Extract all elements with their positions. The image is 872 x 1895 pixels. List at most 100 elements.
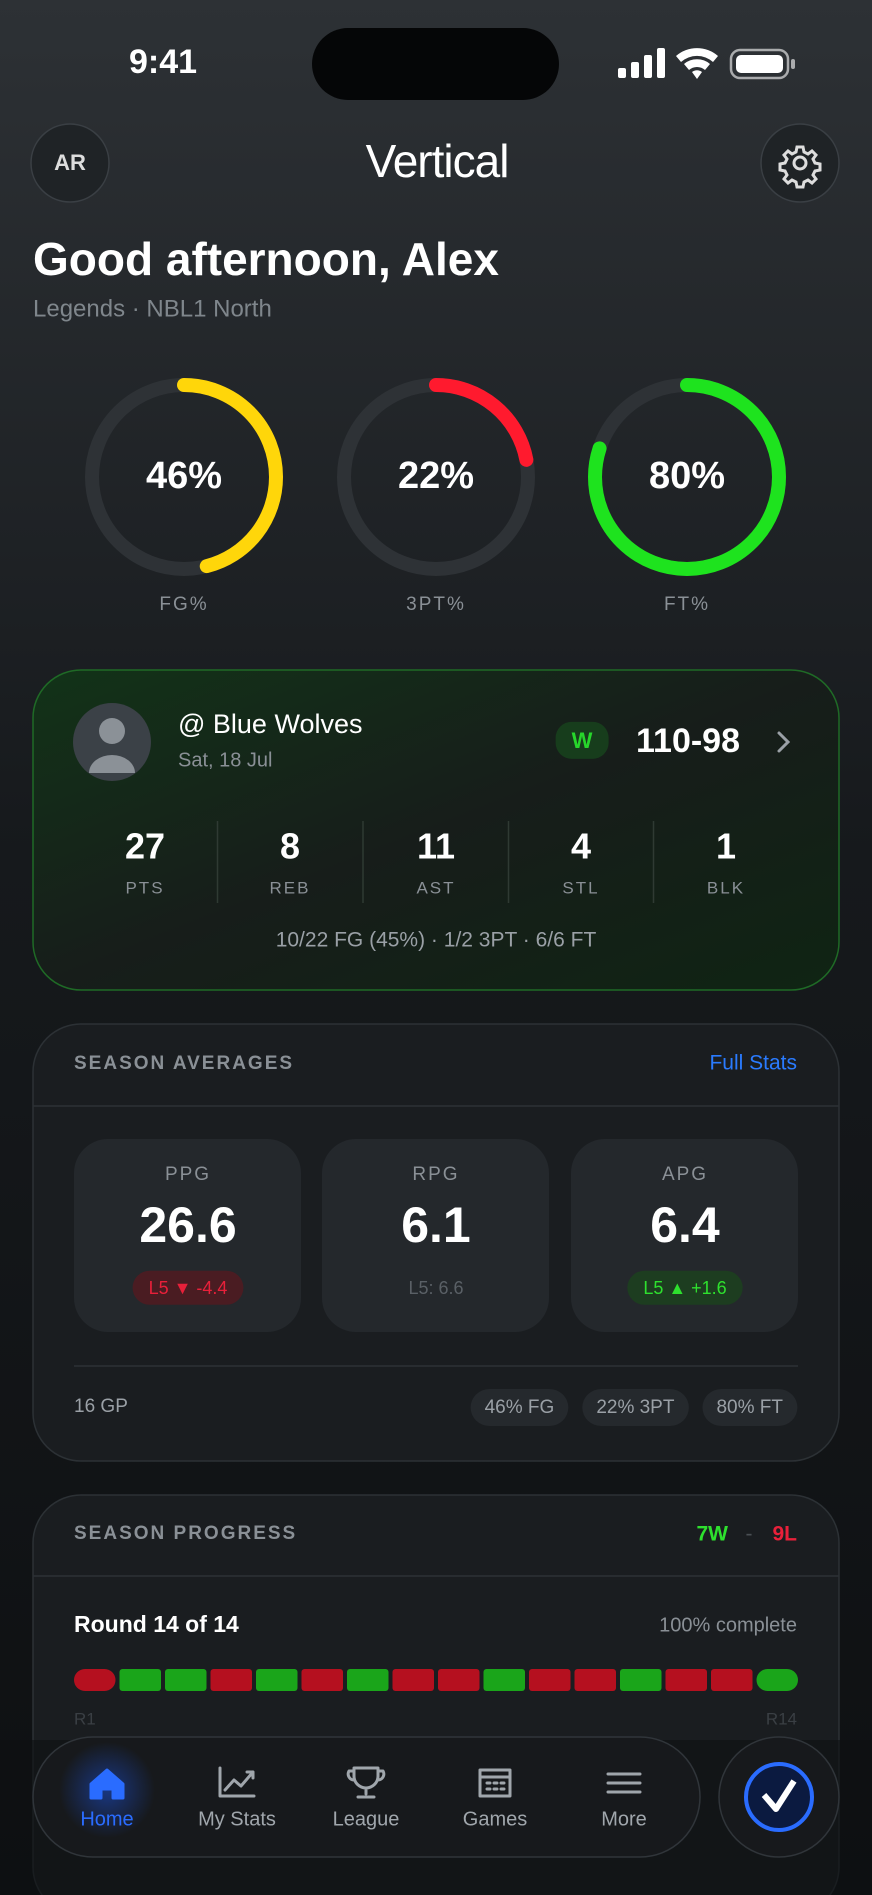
trend-badge: L5 ▼ -4.4 (149, 1278, 228, 1298)
average-label: PPG (165, 1164, 211, 1185)
result-segment (574, 1669, 616, 1691)
result-segment (483, 1669, 525, 1691)
nav-label: Games (463, 1808, 527, 1830)
result-segment (347, 1669, 389, 1691)
brand-logo: Vertical (366, 135, 509, 187)
trend-badge: L5: 6.6 (408, 1278, 463, 1298)
section-title: SEASON PROGRESS (74, 1523, 297, 1544)
round-end: R14 (766, 1709, 797, 1728)
ring-value: 46% (146, 455, 222, 497)
result-segment (392, 1669, 434, 1691)
nav-icon (89, 1768, 125, 1800)
section-title: SEASON AVERAGES (74, 1053, 294, 1074)
avatar-head (99, 718, 125, 744)
completion: 100% complete (659, 1614, 797, 1636)
game-date: Sat, 18 Jul (178, 749, 273, 771)
ring-arc (337, 378, 535, 576)
average-label: RPG (412, 1164, 459, 1185)
result-segment (119, 1669, 161, 1691)
result-segment (438, 1669, 480, 1691)
result-segment (256, 1669, 298, 1691)
dynamic-island (312, 28, 559, 100)
average-value: 6.4 (650, 1197, 720, 1253)
losses: 9L (772, 1523, 797, 1546)
ring-value: 22% (398, 455, 474, 497)
score: 110-98 (636, 722, 740, 760)
round-start: R1 (74, 1709, 96, 1728)
last-game-card[interactable] (32, 669, 840, 991)
badge (702, 1389, 798, 1427)
greeting-subtitle: Legends · NBL1 North (33, 295, 272, 322)
nav-label: More (601, 1808, 647, 1830)
round: Round 14 of 14 (74, 1611, 239, 1637)
chevron (777, 731, 791, 753)
stat-label: PTS (125, 878, 164, 897)
nav-icon (346, 1766, 386, 1799)
badge (555, 721, 609, 759)
ring-arc (85, 378, 283, 576)
opponent: @ Blue Wolves (178, 709, 362, 739)
average-card (74, 1139, 301, 1332)
average-value: 26.6 (139, 1197, 236, 1253)
game-summary: 10/22 FG (45%) · 1/2 3PT · 6/6 FT (276, 929, 597, 952)
result-segment (756, 1669, 798, 1691)
games-played: 16 GP (74, 1396, 128, 1417)
badge (470, 1389, 569, 1427)
result-segment (711, 1669, 753, 1691)
nav-item[interactable]: Games (463, 1768, 527, 1830)
ring-value: 80% (649, 455, 725, 497)
stat-label: REB (270, 878, 311, 897)
wins: 7W (697, 1523, 729, 1546)
average-value: 6.1 (401, 1197, 471, 1253)
result-segment (665, 1669, 707, 1691)
result-segment (210, 1669, 252, 1691)
chip: 22% 3PT (596, 1397, 675, 1418)
badge (627, 1270, 743, 1305)
nav-icon (478, 1768, 512, 1798)
nav-icon (606, 1772, 642, 1794)
result-segment (620, 1669, 662, 1691)
stat-label: AST (416, 878, 455, 897)
trend-badge: L5 ▲ +1.6 (643, 1278, 726, 1298)
stat-value: 27 (125, 826, 165, 867)
result-segment (165, 1669, 207, 1691)
chip: 46% FG (485, 1397, 555, 1418)
separator: - (746, 1523, 753, 1546)
stat-label: BLK (707, 878, 745, 897)
nav-label: League (333, 1808, 400, 1830)
ring-label: 3PT% (406, 594, 466, 615)
avatar-body (89, 755, 135, 773)
greeting-title: Good afternoon, Alex (33, 233, 499, 285)
stat-value: 11 (417, 826, 455, 867)
ring-label: FG% (159, 594, 208, 615)
nav-item[interactable]: League (333, 1766, 400, 1830)
result-badge: W (572, 728, 593, 753)
result-segment (529, 1669, 571, 1691)
nav-label: Home (80, 1808, 133, 1830)
nav-item[interactable]: More (601, 1772, 647, 1830)
action-logo (761, 1779, 797, 1812)
status-icons (618, 48, 795, 80)
gear-icon (778, 145, 822, 189)
stat-value: 1 (716, 826, 736, 867)
chip: 80% FT (716, 1397, 783, 1418)
ring-arc (588, 378, 786, 576)
nav-label: My Stats (198, 1808, 276, 1830)
stat-value: 4 (571, 826, 591, 867)
avatar-initials: AR (54, 150, 86, 175)
avatar-button[interactable] (30, 123, 110, 203)
stat-label: STL (562, 878, 599, 897)
stat-value: 8 (280, 826, 300, 867)
result-segment (74, 1669, 116, 1691)
nav-icon (218, 1766, 256, 1798)
average-card (322, 1139, 549, 1332)
badge (132, 1270, 244, 1305)
action-ring (744, 1762, 814, 1832)
result-segment (301, 1669, 343, 1691)
settings-button[interactable] (760, 123, 840, 203)
nav-item[interactable]: My Stats (198, 1766, 276, 1830)
nav-item[interactable]: Home (59, 1742, 155, 1838)
full-stats-link[interactable]: Full Stats (709, 1052, 797, 1075)
